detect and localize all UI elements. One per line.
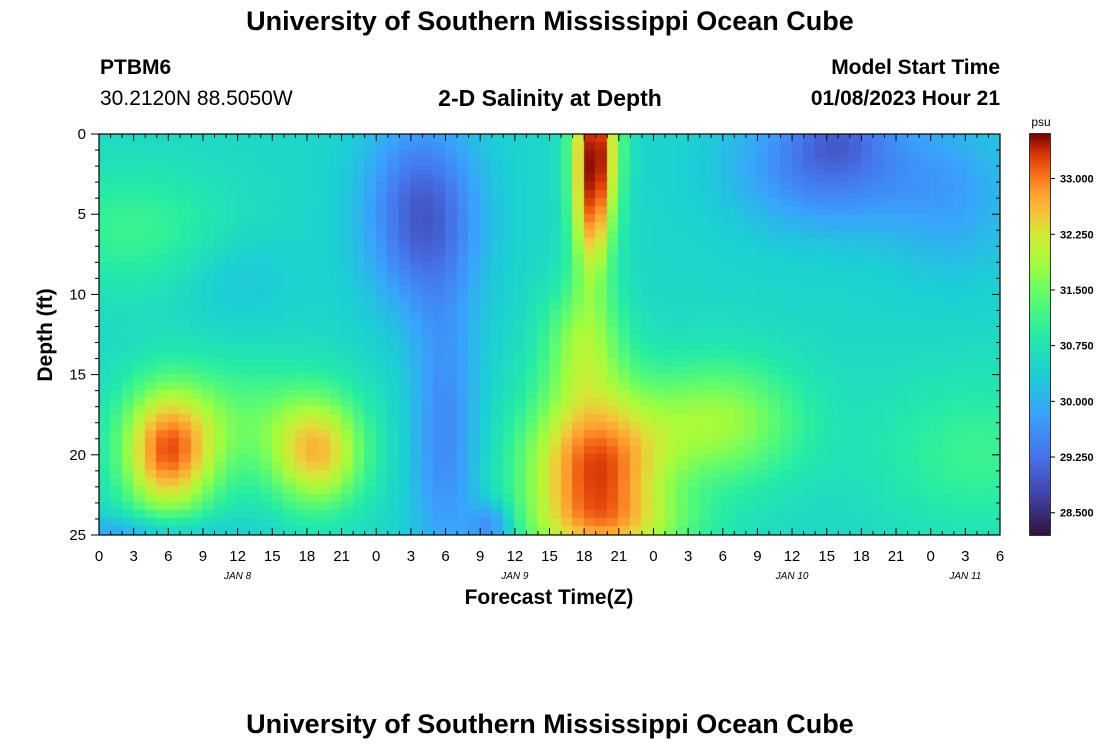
y-tick-label: 10 bbox=[69, 286, 86, 303]
x-tick-label: 6 bbox=[719, 548, 727, 565]
x-tick-label: 0 bbox=[927, 548, 935, 565]
x-tick-label: 18 bbox=[853, 548, 870, 565]
colorbar-ticks: 28.500 29.250 30.000 30.750 31.500 32.250 33.0… bbox=[1050, 174, 1094, 520]
x-tick-label: 0 bbox=[372, 548, 380, 565]
date-label: JAN 8 bbox=[223, 571, 252, 582]
x-tick-label: 9 bbox=[476, 548, 484, 565]
x-tick-label: 15 bbox=[264, 548, 281, 565]
x-tick-label: 3 bbox=[961, 548, 969, 565]
page-title: University of Southern Mississippi Ocean… bbox=[246, 6, 854, 36]
x-tick-label: 21 bbox=[333, 548, 350, 565]
colorbar-tick-label: 28.500 bbox=[1060, 508, 1094, 520]
colorbar-tick-label: 31.500 bbox=[1060, 285, 1094, 297]
x-tick-label: 3 bbox=[684, 548, 692, 565]
x-tick-label: 18 bbox=[299, 548, 316, 565]
colorbar-tick-label: 30.750 bbox=[1060, 341, 1094, 353]
x-tick-label: 12 bbox=[229, 548, 246, 565]
colorbar-tick-label: 32.250 bbox=[1060, 229, 1094, 241]
x-tick-label: 21 bbox=[610, 548, 627, 565]
x-tick-label: 9 bbox=[199, 548, 207, 565]
x-tick-label: 0 bbox=[649, 548, 657, 565]
x-tick-label: 9 bbox=[753, 548, 761, 565]
station-coordinates: 30.2120N 88.5050W bbox=[100, 87, 293, 110]
x-tick-label: 6 bbox=[996, 548, 1004, 565]
station-id: PTBM6 bbox=[100, 56, 172, 79]
y-tick-label: 15 bbox=[69, 367, 86, 384]
y-axis-ticks: 0 5 10 15 20 25 bbox=[69, 126, 1000, 544]
x-tick-label: 12 bbox=[784, 548, 801, 565]
x-tick-label: 15 bbox=[541, 548, 558, 565]
y-tick-label: 20 bbox=[69, 447, 86, 464]
y-tick-label: 5 bbox=[78, 206, 86, 223]
salinity-heatmap bbox=[99, 134, 1000, 535]
model-start-label: Model Start Time bbox=[831, 56, 1000, 79]
model-start-value: 01/08/2023 Hour 21 bbox=[810, 87, 1000, 110]
x-tick-label: 18 bbox=[576, 548, 593, 565]
x-tick-label: 3 bbox=[129, 548, 137, 565]
x-tick-label: 21 bbox=[888, 548, 905, 565]
plot-frame bbox=[98, 133, 1001, 536]
x-tick-label: 6 bbox=[441, 548, 449, 565]
x-tick-label: 6 bbox=[164, 548, 172, 565]
colorbar-tick-label: 30.000 bbox=[1060, 396, 1094, 408]
x-tick-label: 0 bbox=[95, 548, 103, 565]
colorbar-tick-label: 33.000 bbox=[1060, 174, 1094, 186]
colorbar-tick-label: 29.250 bbox=[1060, 452, 1094, 464]
x-tick-label: 3 bbox=[407, 548, 415, 565]
x-axis-ticks: 0 3 6 9 12 15 18 21 0 3 6 9 12 15 18 21 0 3 6 9 12 15 18 21 0 3 6 J… bbox=[95, 134, 1004, 582]
x-axis-label: Forecast Time(Z) bbox=[465, 586, 634, 609]
colorbar-unit: psu bbox=[1031, 115, 1050, 129]
date-label: JAN 10 bbox=[775, 571, 809, 582]
y-tick-label: 25 bbox=[69, 527, 86, 544]
x-tick-label: 15 bbox=[818, 548, 835, 565]
x-tick-label: 12 bbox=[507, 548, 524, 565]
date-label: JAN 11 bbox=[948, 571, 981, 582]
chart-subtitle: 2-D Salinity at Depth bbox=[438, 85, 662, 111]
date-label: JAN 9 bbox=[500, 571, 529, 582]
y-tick-label: 0 bbox=[78, 126, 86, 143]
colorbar bbox=[1030, 134, 1050, 535]
footer-title: University of Southern Mississippi Ocean… bbox=[246, 709, 854, 739]
y-axis-label: Depth (ft) bbox=[34, 288, 57, 381]
